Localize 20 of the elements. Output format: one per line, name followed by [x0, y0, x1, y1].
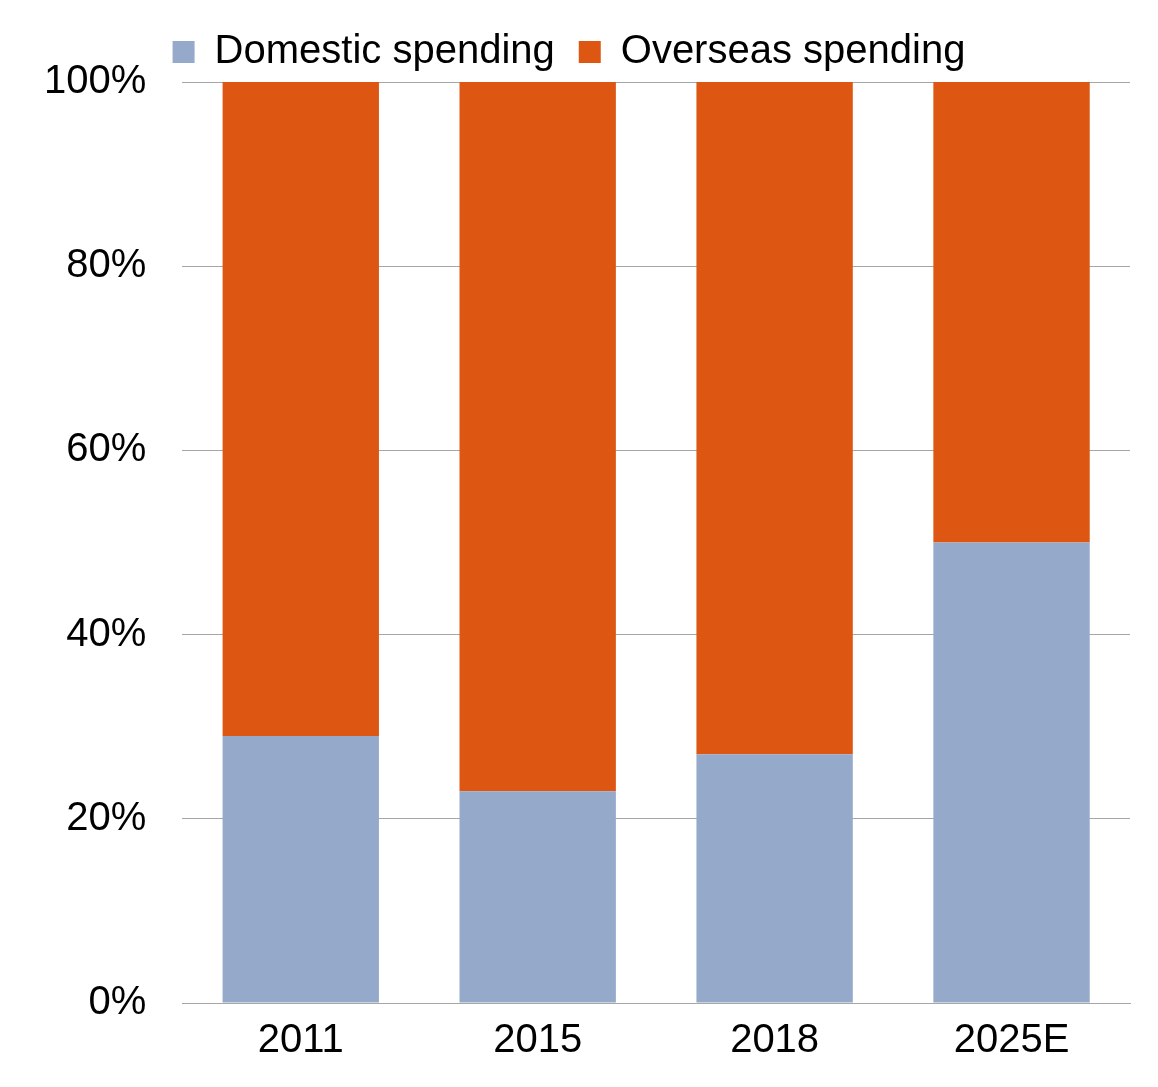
x-tick-label: 2011: [257, 1016, 344, 1061]
y-tick-label: 100%: [43, 57, 147, 102]
x-tick-label: 2015: [493, 1016, 583, 1061]
y-tick-label: 60%: [66, 425, 147, 470]
bar: [222, 735, 379, 1003]
x-tick-label: 2025E: [953, 1016, 1070, 1061]
bar: [222, 82, 379, 736]
x-tick-label: 2018: [730, 1016, 820, 1061]
bar: [933, 542, 1090, 1003]
bar: [696, 82, 853, 755]
y-tick-label: 80%: [66, 241, 147, 286]
y-tick-label: 0%: [88, 978, 147, 1023]
y-tick-label: 40%: [66, 609, 147, 654]
bar: [696, 754, 853, 1003]
bar: [933, 82, 1090, 543]
bar: [459, 791, 616, 1003]
y-tick-label: 20%: [66, 793, 147, 838]
legend-label: Overseas spending: [620, 27, 966, 72]
legend-label: Domestic spending: [214, 27, 555, 72]
bar: [459, 82, 616, 792]
